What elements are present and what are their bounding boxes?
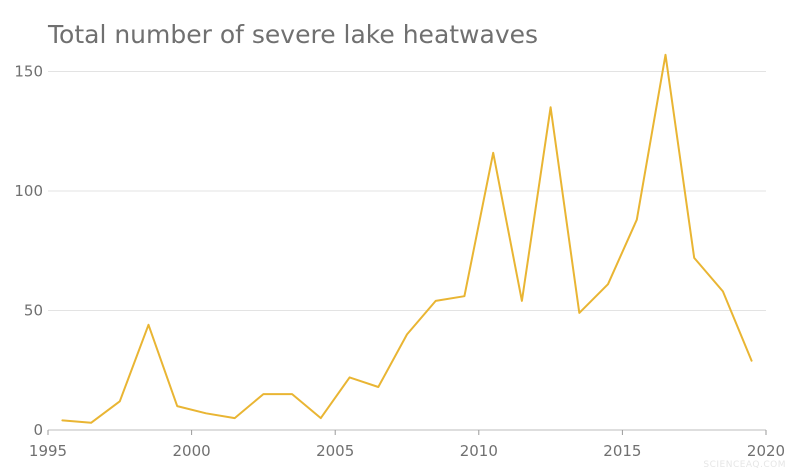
- gridlines: [48, 71, 766, 311]
- y-tick-label-100: 100: [14, 182, 43, 200]
- y-tick-label-50: 50: [24, 302, 43, 320]
- x-tick-label-2010: 2010: [460, 442, 498, 460]
- y-tick-label-0: 0: [33, 421, 43, 439]
- series-line-0: [61, 53, 753, 424]
- x-tick-label-2005: 2005: [316, 442, 354, 460]
- y-axis: 0 50 100 150: [14, 63, 43, 440]
- watermark-text: SCIENCEAQ.COM: [703, 460, 786, 470]
- series-group: [61, 53, 753, 424]
- chart-title: Total number of severe lake heatwaves: [47, 20, 538, 49]
- y-tick-label-150: 150: [14, 63, 43, 81]
- x-tick-label-1995: 1995: [29, 442, 67, 460]
- x-tick-label-2020: 2020: [747, 442, 785, 460]
- x-tick-label-2000: 2000: [173, 442, 211, 460]
- x-tick-label-2015: 2015: [603, 442, 641, 460]
- x-axis: 1995 2000 2005 2010 2015 2020: [29, 429, 785, 460]
